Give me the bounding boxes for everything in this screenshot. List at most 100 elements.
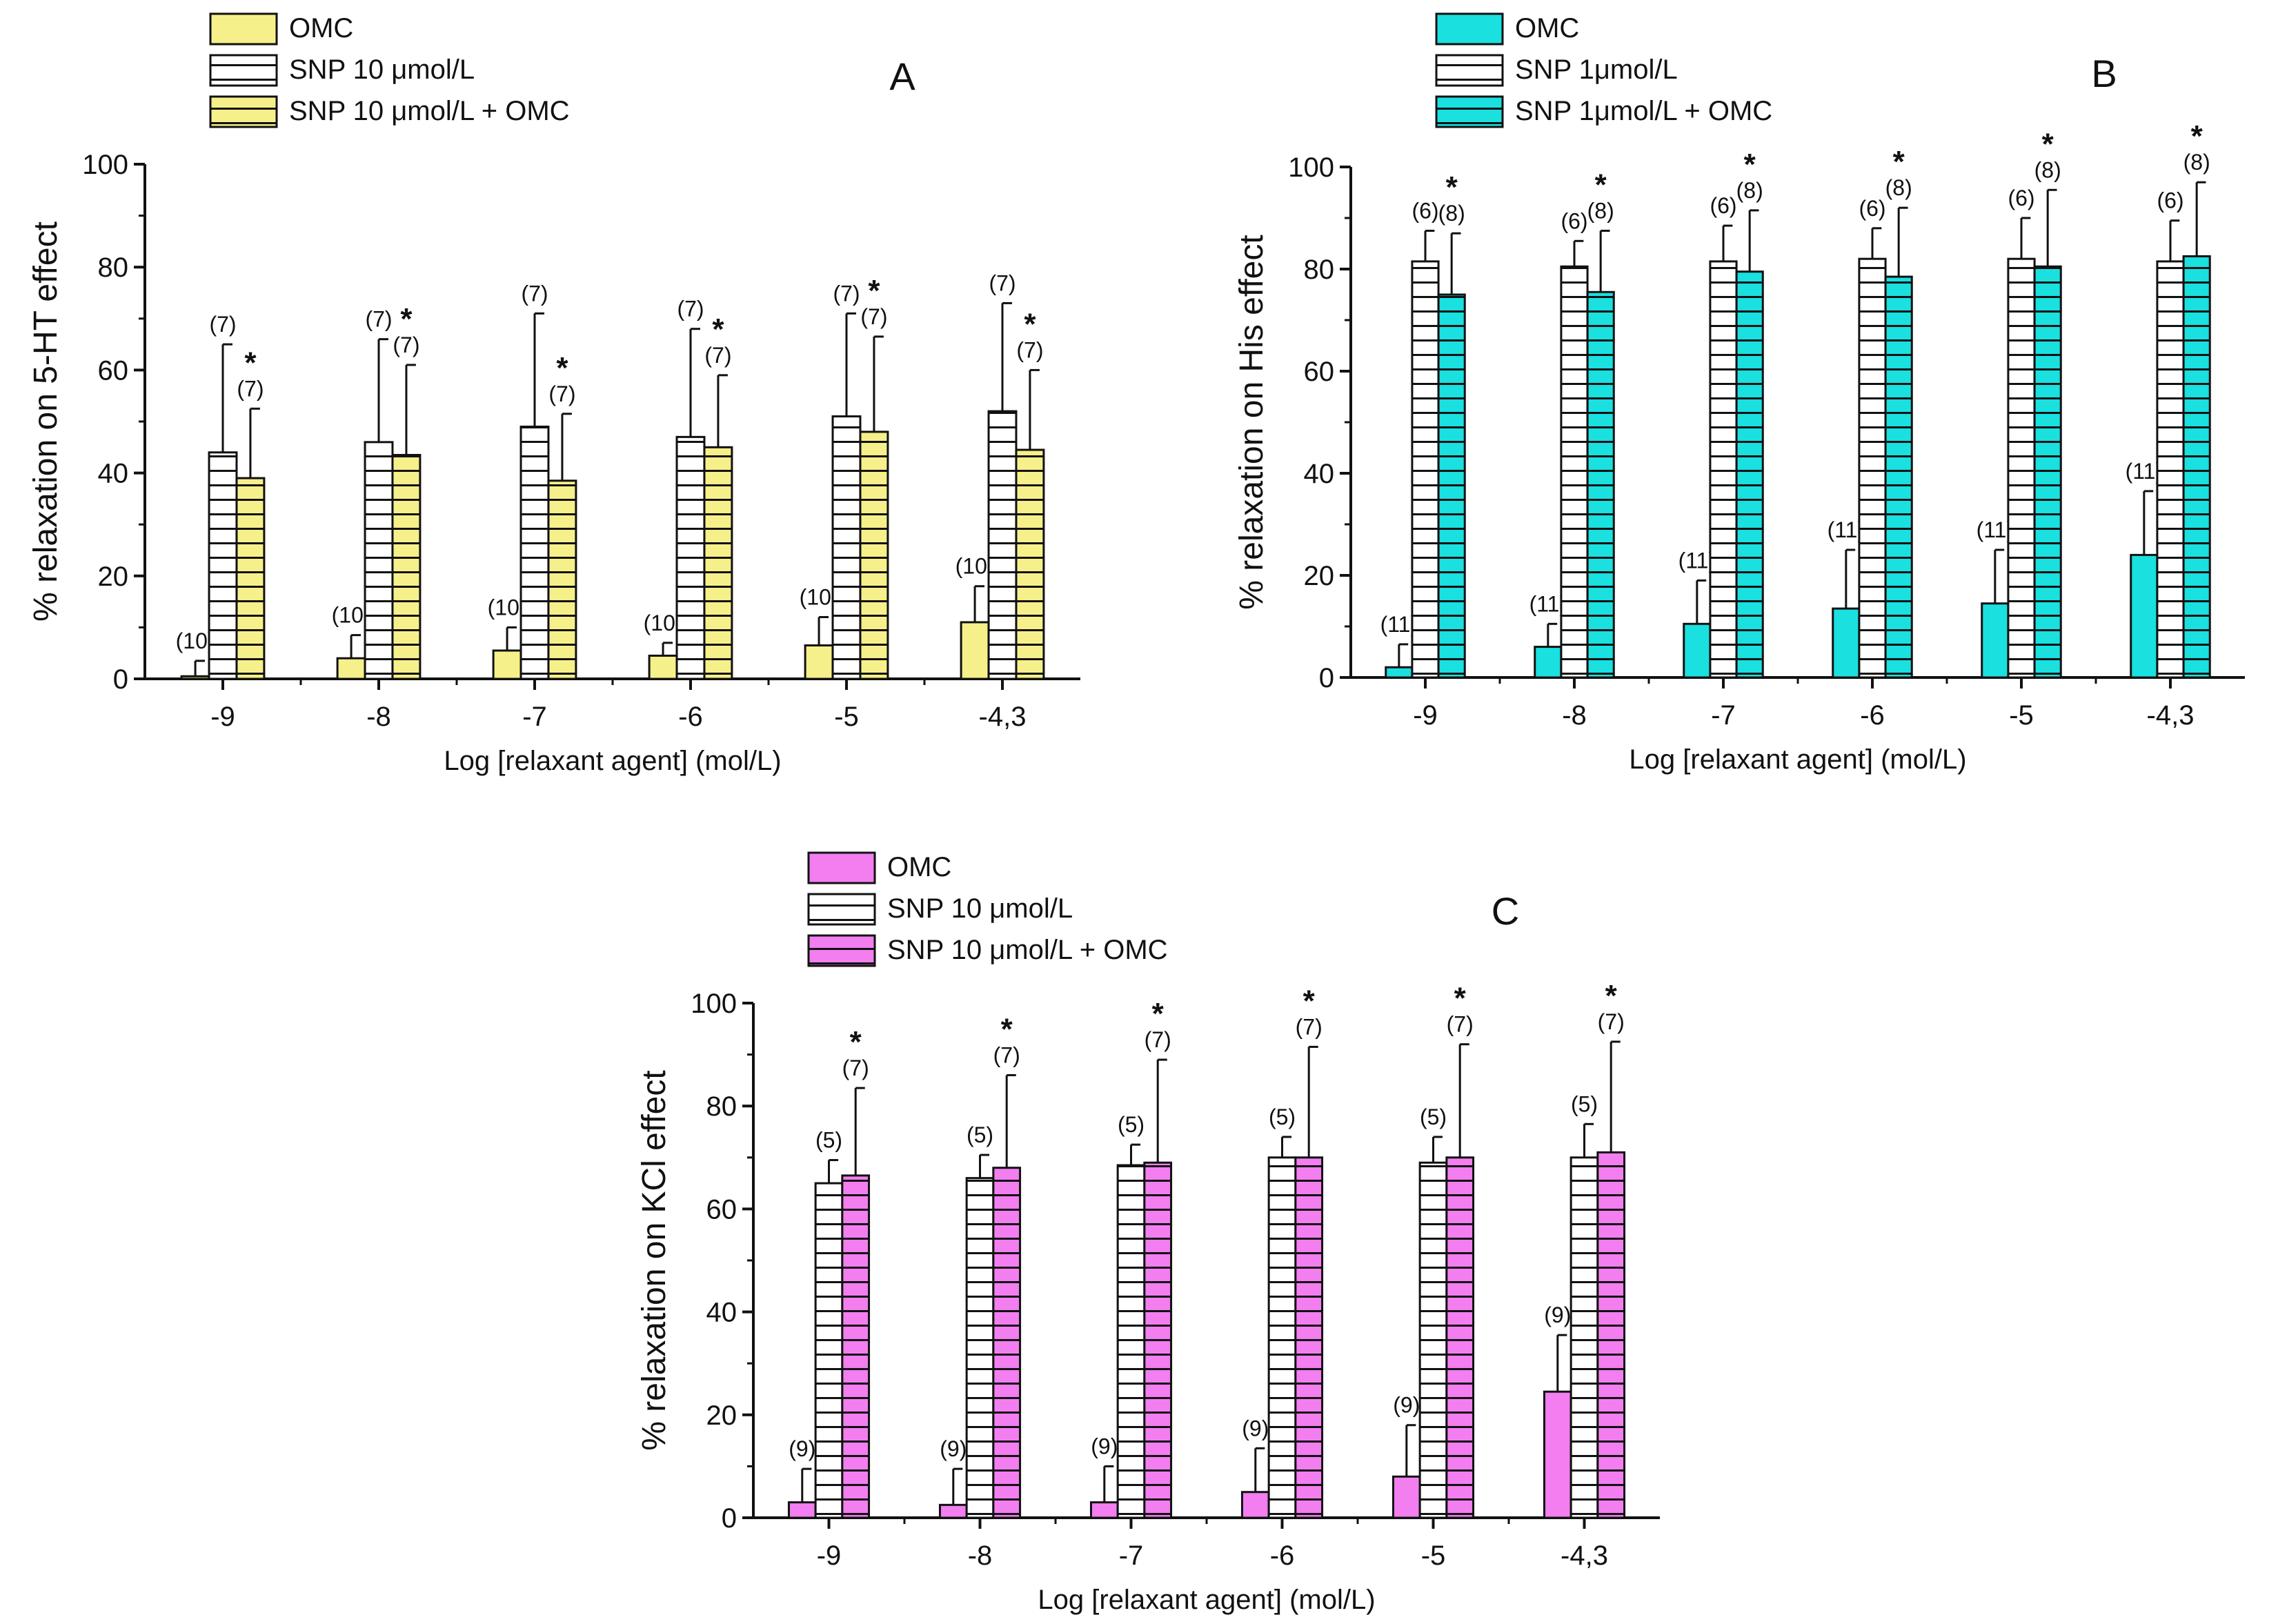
n-label: (5) [967, 1122, 993, 1147]
y-tick-label: 80 [1304, 255, 1335, 285]
bar [831, 415, 862, 680]
bar [1560, 265, 1589, 679]
bar [2007, 257, 2036, 679]
bar [841, 1174, 871, 1519]
n-label: (5) [815, 1128, 842, 1153]
significance-star: * [1454, 982, 1467, 1016]
legend-swatch [807, 893, 876, 926]
n-label: (7) [993, 1042, 1020, 1067]
x-axis-title: Log [relaxant agent] (mol/L) [444, 746, 781, 776]
n-label: (9) [1544, 1303, 1571, 1327]
n-label: (7) [365, 307, 392, 332]
n-label: (7) [860, 304, 887, 329]
legend-label: OMC [289, 13, 353, 43]
x-tick-label: -8 [968, 1541, 993, 1571]
n-label: (6) [1859, 196, 1885, 221]
n-label: (7) [393, 333, 419, 357]
n-label: (7) [1598, 1009, 1625, 1034]
legend: OMC SNP 10 μmol/L SNP 10 μmol/L + OMC [209, 12, 570, 128]
series-2: (7)*(7)*(7)*(7)*(7)*(7)* [841, 979, 1626, 1519]
bar [1569, 1156, 1599, 1519]
n-label: (9) [1091, 1434, 1118, 1458]
n-label: (7) [1296, 1014, 1323, 1039]
series-0: (9) (9) (9) (9) (9) (9) [787, 1303, 1572, 1519]
significance-star: * [556, 351, 568, 385]
y-tick-label: 20 [706, 1400, 737, 1431]
n-label: (8) [1885, 175, 1912, 200]
y-tick-label: 0 [722, 1503, 737, 1534]
significance-star: * [1446, 170, 1458, 204]
n-label: (8) [1736, 178, 1763, 203]
x-tick-label: -6 [1270, 1541, 1295, 1571]
y-tick-label: 20 [1304, 561, 1335, 591]
legend-swatch [1435, 54, 1504, 87]
n-label: (7) [209, 312, 236, 337]
legend-label: SNP 10 μmol/L [289, 55, 475, 85]
bar [2156, 260, 2185, 679]
bar [1437, 293, 1466, 679]
y-tick-label: 60 [706, 1194, 737, 1225]
panel-label: B [2091, 52, 2117, 95]
bar [1240, 1491, 1270, 1519]
y-tick-label: 80 [706, 1091, 737, 1122]
bar [1385, 666, 1414, 679]
legend-label: SNP 10 μmol/L + OMC [289, 96, 570, 126]
x-tick-label: -9 [210, 702, 235, 732]
significance-star: * [2042, 127, 2054, 161]
bar [787, 1501, 817, 1519]
n-label: (9) [1393, 1393, 1420, 1418]
n-label: (5) [1571, 1091, 1598, 1116]
x-tick-label: -9 [1413, 700, 1438, 731]
y-tick-label: 40 [706, 1298, 737, 1328]
y-tick-label: 80 [98, 252, 129, 283]
n-label: (7) [1016, 337, 1043, 362]
legend-swatch [1435, 12, 1504, 46]
bar [1116, 1164, 1146, 1519]
significance-star: * [1595, 168, 1607, 202]
x-tick-label: -5 [1421, 1541, 1446, 1571]
legend-label: SNP 1μmol/L [1515, 55, 1678, 85]
y-axis-title: % relaxation on KCl effect [636, 1070, 673, 1450]
n-label: (7) [548, 382, 575, 406]
n-label: (5) [1118, 1112, 1145, 1137]
significance-star: * [2191, 119, 2203, 153]
significance-star: * [1744, 148, 1756, 181]
bar [1586, 290, 1615, 679]
x-tick-label: -5 [834, 702, 859, 732]
axes: 0 20 40 60 80 100 -9 -8 -7 -6 -5 -4,3 [82, 150, 1080, 732]
bar [703, 446, 733, 680]
bar [859, 430, 889, 680]
bar [1445, 1156, 1475, 1519]
n-label: (7) [704, 343, 731, 368]
significance-star: * [868, 274, 880, 308]
significance-star: * [1001, 1012, 1013, 1046]
series-2: (7)*(7)*(7)*(7)*(7)*(7)* [235, 274, 1045, 680]
bar [965, 1177, 995, 1519]
bar [492, 649, 522, 680]
n-label: (7) [237, 376, 264, 401]
significance-star: * [1024, 307, 1036, 341]
bar [1735, 270, 1764, 679]
bar [1411, 260, 1440, 679]
bar [960, 621, 990, 680]
significance-star: * [712, 313, 724, 346]
x-tick-label: -8 [1562, 700, 1587, 731]
significance-star: * [1152, 997, 1165, 1031]
n-label: (9) [1242, 1416, 1269, 1440]
n-label: (9) [940, 1436, 967, 1461]
bar [1709, 260, 1738, 679]
bar [547, 479, 577, 680]
bar [992, 1167, 1022, 1519]
n-label: (9) [789, 1436, 815, 1461]
x-tick-label: -7 [1711, 700, 1736, 731]
x-tick-label: -8 [366, 702, 391, 732]
axes: 0 20 40 60 80 100 -9 -8 -7 -6 -5 -4,3 [1288, 152, 2245, 731]
bar [1543, 1390, 1572, 1519]
axes: 0 20 40 60 80 100 -9 -8 -7 -6 -5 -4,3 [691, 989, 1660, 1571]
bar [180, 675, 210, 680]
legend-label: OMC [887, 852, 951, 882]
n-label: (5) [1420, 1105, 1447, 1129]
x-tick-label: -9 [817, 1541, 842, 1571]
y-tick-label: 20 [98, 562, 129, 592]
x-tick-label: -4,3 [1561, 1541, 1608, 1571]
